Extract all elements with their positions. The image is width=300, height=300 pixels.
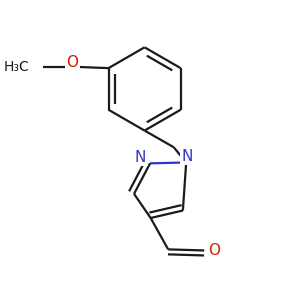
Text: N: N bbox=[135, 150, 146, 165]
Text: H₃C: H₃C bbox=[4, 60, 29, 74]
Text: O: O bbox=[208, 243, 220, 258]
Text: O: O bbox=[66, 55, 78, 70]
Text: N: N bbox=[182, 149, 193, 164]
